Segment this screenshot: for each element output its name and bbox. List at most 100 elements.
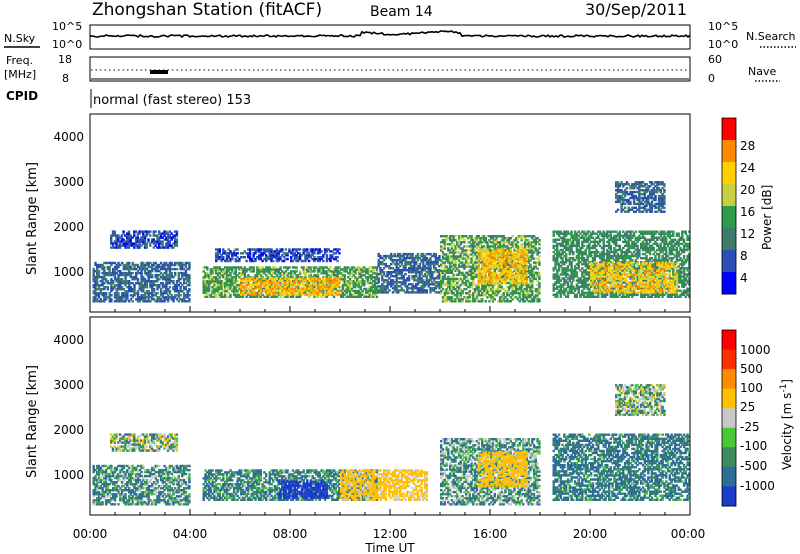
data-cell-r2 (291, 270, 295, 273)
data-cell-r2 (207, 280, 211, 283)
data-cell-r0 (103, 292, 106, 295)
data-cell-r5 (413, 269, 416, 272)
data-cell-r0 (128, 280, 131, 283)
data-cell-r0 (96, 269, 99, 273)
data-cell-r6 (527, 294, 530, 297)
data-cell-r5 (406, 289, 409, 292)
data-cell-r4 (259, 250, 262, 253)
data-cell-r3 (302, 289, 305, 292)
data-cell-r8 (572, 275, 575, 278)
data-cell-r1 (117, 240, 120, 243)
data-cell-r2 (225, 266, 229, 269)
data-cell-r8 (552, 232, 555, 235)
data-cell-r2 (375, 285, 379, 289)
data-cell-r0 (131, 300, 134, 303)
data-cell-r2 (293, 272, 296, 275)
data-cell-r6 (495, 287, 498, 291)
data-cell-r6 (523, 263, 527, 266)
data-cell-r1 (173, 230, 177, 233)
data-cell-r5 (422, 283, 425, 286)
data-cell-r6 (443, 267, 446, 270)
data-cell-r1 (161, 240, 164, 243)
data-cell-r7 (504, 262, 507, 265)
data-cell-r5 (404, 260, 407, 264)
data-cell-r3 (257, 283, 261, 286)
data-cell-r0 (120, 282, 124, 285)
data-cell-r2 (307, 274, 311, 277)
data-cell-r0 (126, 290, 129, 293)
data-cell-r2 (243, 272, 246, 275)
data-cell-r1 (133, 230, 136, 233)
data-cell-r6 (463, 253, 466, 256)
data-cell-r2 (211, 295, 214, 298)
data-cell-r6 (468, 271, 471, 274)
data-cell-r5 (416, 281, 420, 284)
data-cell-r7 (486, 268, 489, 271)
data-cell-r8 (579, 295, 582, 298)
data-cell-r6 (459, 287, 462, 291)
data-cell-r6 (441, 296, 445, 299)
data-cell-r2 (225, 274, 229, 277)
data-cell-r6 (502, 263, 505, 266)
data-cell-r0 (96, 284, 99, 287)
data-cell-r0 (128, 267, 131, 271)
data-cell-r3 (273, 285, 277, 288)
data-cell-r6 (515, 285, 518, 289)
data-cell-r4 (232, 254, 236, 257)
data-cell-r8 (559, 248, 562, 252)
data-cell-r5 (381, 256, 384, 260)
data-cell-r7 (506, 266, 509, 269)
data-cell-r3 (332, 277, 336, 280)
data-cell-r2 (348, 268, 352, 271)
data-cell-r3 (254, 281, 257, 284)
data-cell-r6 (473, 287, 477, 291)
data-cell-r4 (254, 257, 257, 261)
data-cell-r5 (381, 279, 384, 282)
data-cell-r4 (263, 250, 266, 253)
data-cell-r3 (273, 289, 277, 292)
data-cell-r5 (429, 267, 432, 270)
data-cell-r6 (502, 239, 505, 242)
data-cell-r2 (243, 266, 246, 269)
data-cell-r4 (313, 248, 316, 251)
data-cell-r6 (465, 275, 468, 279)
data-cell-r6 (522, 292, 525, 295)
data-cell-r5 (390, 279, 393, 282)
data-cell-r8 (556, 275, 559, 278)
data-cell-r2 (216, 285, 220, 289)
data-cell-r6 (472, 298, 475, 301)
data-cell-r1 (127, 246, 131, 249)
data-cell-r2 (341, 291, 345, 295)
data-cell-r0 (129, 282, 133, 285)
data-cell-r0 (182, 288, 186, 291)
data-cell-r3 (336, 293, 339, 296)
data-cell-r2 (338, 270, 341, 273)
data-cell-r2 (254, 295, 257, 298)
data-cell-r1 (170, 244, 173, 247)
data-cell-r4 (295, 259, 298, 263)
data-cell-r8 (565, 289, 568, 292)
data-cell-r8 (565, 279, 568, 282)
data-cell-r5 (418, 287, 421, 290)
data-cell-r2 (227, 283, 230, 287)
data-cell-r5 (382, 287, 386, 290)
data-cell-r2 (332, 274, 336, 277)
data-cell-r6 (465, 300, 468, 303)
data-cell-r0 (120, 271, 124, 275)
data-cell-r3 (268, 293, 271, 296)
data-cell-r6 (495, 237, 498, 240)
data-cell-r1 (117, 244, 120, 247)
data-cell-r6 (525, 235, 529, 238)
data-cell-r7 (495, 280, 498, 283)
data-cell-r3 (307, 287, 311, 290)
data-cell-r0 (136, 298, 140, 301)
data-cell-r1 (129, 238, 132, 241)
data-cell-r7 (523, 252, 527, 255)
data-cell-r2 (282, 280, 286, 283)
data-cell-r6 (447, 281, 450, 285)
data-cell-r3 (284, 283, 287, 286)
data-cell-r6 (463, 239, 466, 242)
data-cell-r5 (377, 279, 380, 282)
data-cell-r5 (420, 267, 423, 270)
data-cell-r7 (493, 266, 496, 269)
